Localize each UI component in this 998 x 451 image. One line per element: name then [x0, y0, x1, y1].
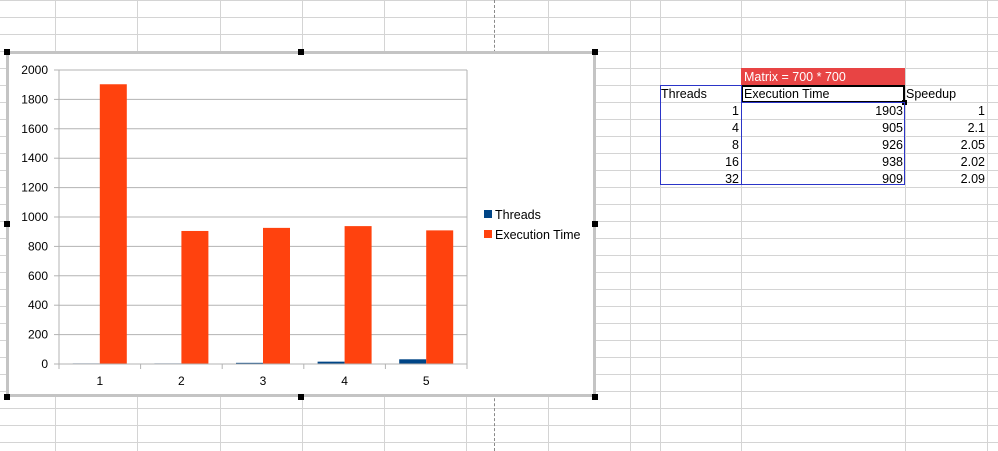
chart-handle-middle-left[interactable] — [4, 221, 10, 227]
threads-cell[interactable]: 32 — [725, 172, 739, 186]
bar-execution-time — [99, 84, 127, 364]
bar-execution-time — [263, 227, 290, 364]
bar-threads — [399, 359, 427, 364]
chart-handle-top-left[interactable] — [4, 49, 10, 55]
y-tick-label: 200 — [28, 328, 48, 342]
bar-threads — [236, 362, 263, 364]
y-tick-label: 1600 — [21, 122, 48, 136]
execution-time-cell[interactable]: 909 — [882, 172, 903, 186]
execution-time-cell[interactable]: 1903 — [875, 104, 903, 118]
bar-execution-time — [426, 230, 454, 364]
threads-cell[interactable]: 8 — [732, 138, 739, 152]
chart-handle-top-middle[interactable] — [298, 49, 304, 55]
threads-cell[interactable]: 4 — [732, 121, 739, 135]
bar-execution-time — [344, 226, 372, 364]
bar-execution-time — [181, 230, 209, 364]
speedup-cell[interactable]: 2.1 — [967, 121, 985, 135]
embedded-chart[interactable]: 0 200 400 600 800 1000 1200 1400 1600 1800 2000 1 2 3… — [6, 51, 596, 397]
legend-label-execution-time: Execution Time — [495, 228, 581, 242]
legend-swatch-threads — [484, 210, 492, 218]
legend-swatch-execution-time — [484, 230, 492, 238]
threads-cell[interactable]: 16 — [725, 155, 739, 169]
threads-cell[interactable]: 1 — [732, 104, 739, 118]
y-tick-label: 800 — [28, 239, 48, 253]
speedup-cell[interactable]: 1 — [978, 104, 985, 118]
speedup-cell[interactable]: 2.02 — [960, 155, 985, 169]
x-tick-label: 2 — [178, 374, 185, 388]
chart-handle-middle-right[interactable] — [592, 221, 598, 227]
y-tick-label: 0 — [41, 357, 48, 371]
x-tick-label: 4 — [341, 374, 348, 388]
x-tick-label: 3 — [260, 374, 267, 388]
threads-header-cell[interactable]: Threads — [661, 87, 707, 101]
speedup-header-cell[interactable]: Speedup — [906, 87, 957, 101]
bar-chart: 0 200 400 600 800 1000 1200 1400 1600 1800 2000 1 2 3… — [21, 63, 581, 388]
bar-threads — [317, 361, 345, 364]
legend-label-threads: Threads — [495, 208, 541, 222]
execution-time-header-cell[interactable]: Execution Time — [741, 85, 905, 103]
y-tick-label: 1400 — [21, 151, 48, 165]
x-tick-label: 5 — [423, 374, 430, 388]
execution-time-column-range-border — [741, 102, 905, 185]
y-tick-label: 1000 — [21, 210, 48, 224]
execution-time-cell[interactable]: 905 — [882, 121, 903, 135]
y-tick-label: 1800 — [21, 92, 48, 106]
y-tick-label: 600 — [28, 269, 48, 283]
execution-time-cell[interactable]: 926 — [882, 138, 903, 152]
chart-handle-bottom-right[interactable] — [592, 394, 598, 400]
chart-handle-bottom-left[interactable] — [4, 394, 10, 400]
chart-handle-top-right[interactable] — [592, 49, 598, 55]
speedup-cell[interactable]: 2.09 — [960, 172, 985, 186]
chart-handle-bottom-middle[interactable] — [298, 394, 304, 400]
x-tick-label: 1 — [96, 374, 103, 388]
y-tick-label: 400 — [28, 298, 48, 312]
speedup-cell[interactable]: 2.05 — [960, 138, 985, 152]
y-tick-label: 1200 — [21, 181, 48, 195]
execution-time-cell[interactable]: 938 — [882, 155, 903, 169]
y-tick-label: 2000 — [21, 63, 48, 77]
matrix-size-header[interactable]: Matrix = 700 * 700 — [741, 68, 905, 86]
